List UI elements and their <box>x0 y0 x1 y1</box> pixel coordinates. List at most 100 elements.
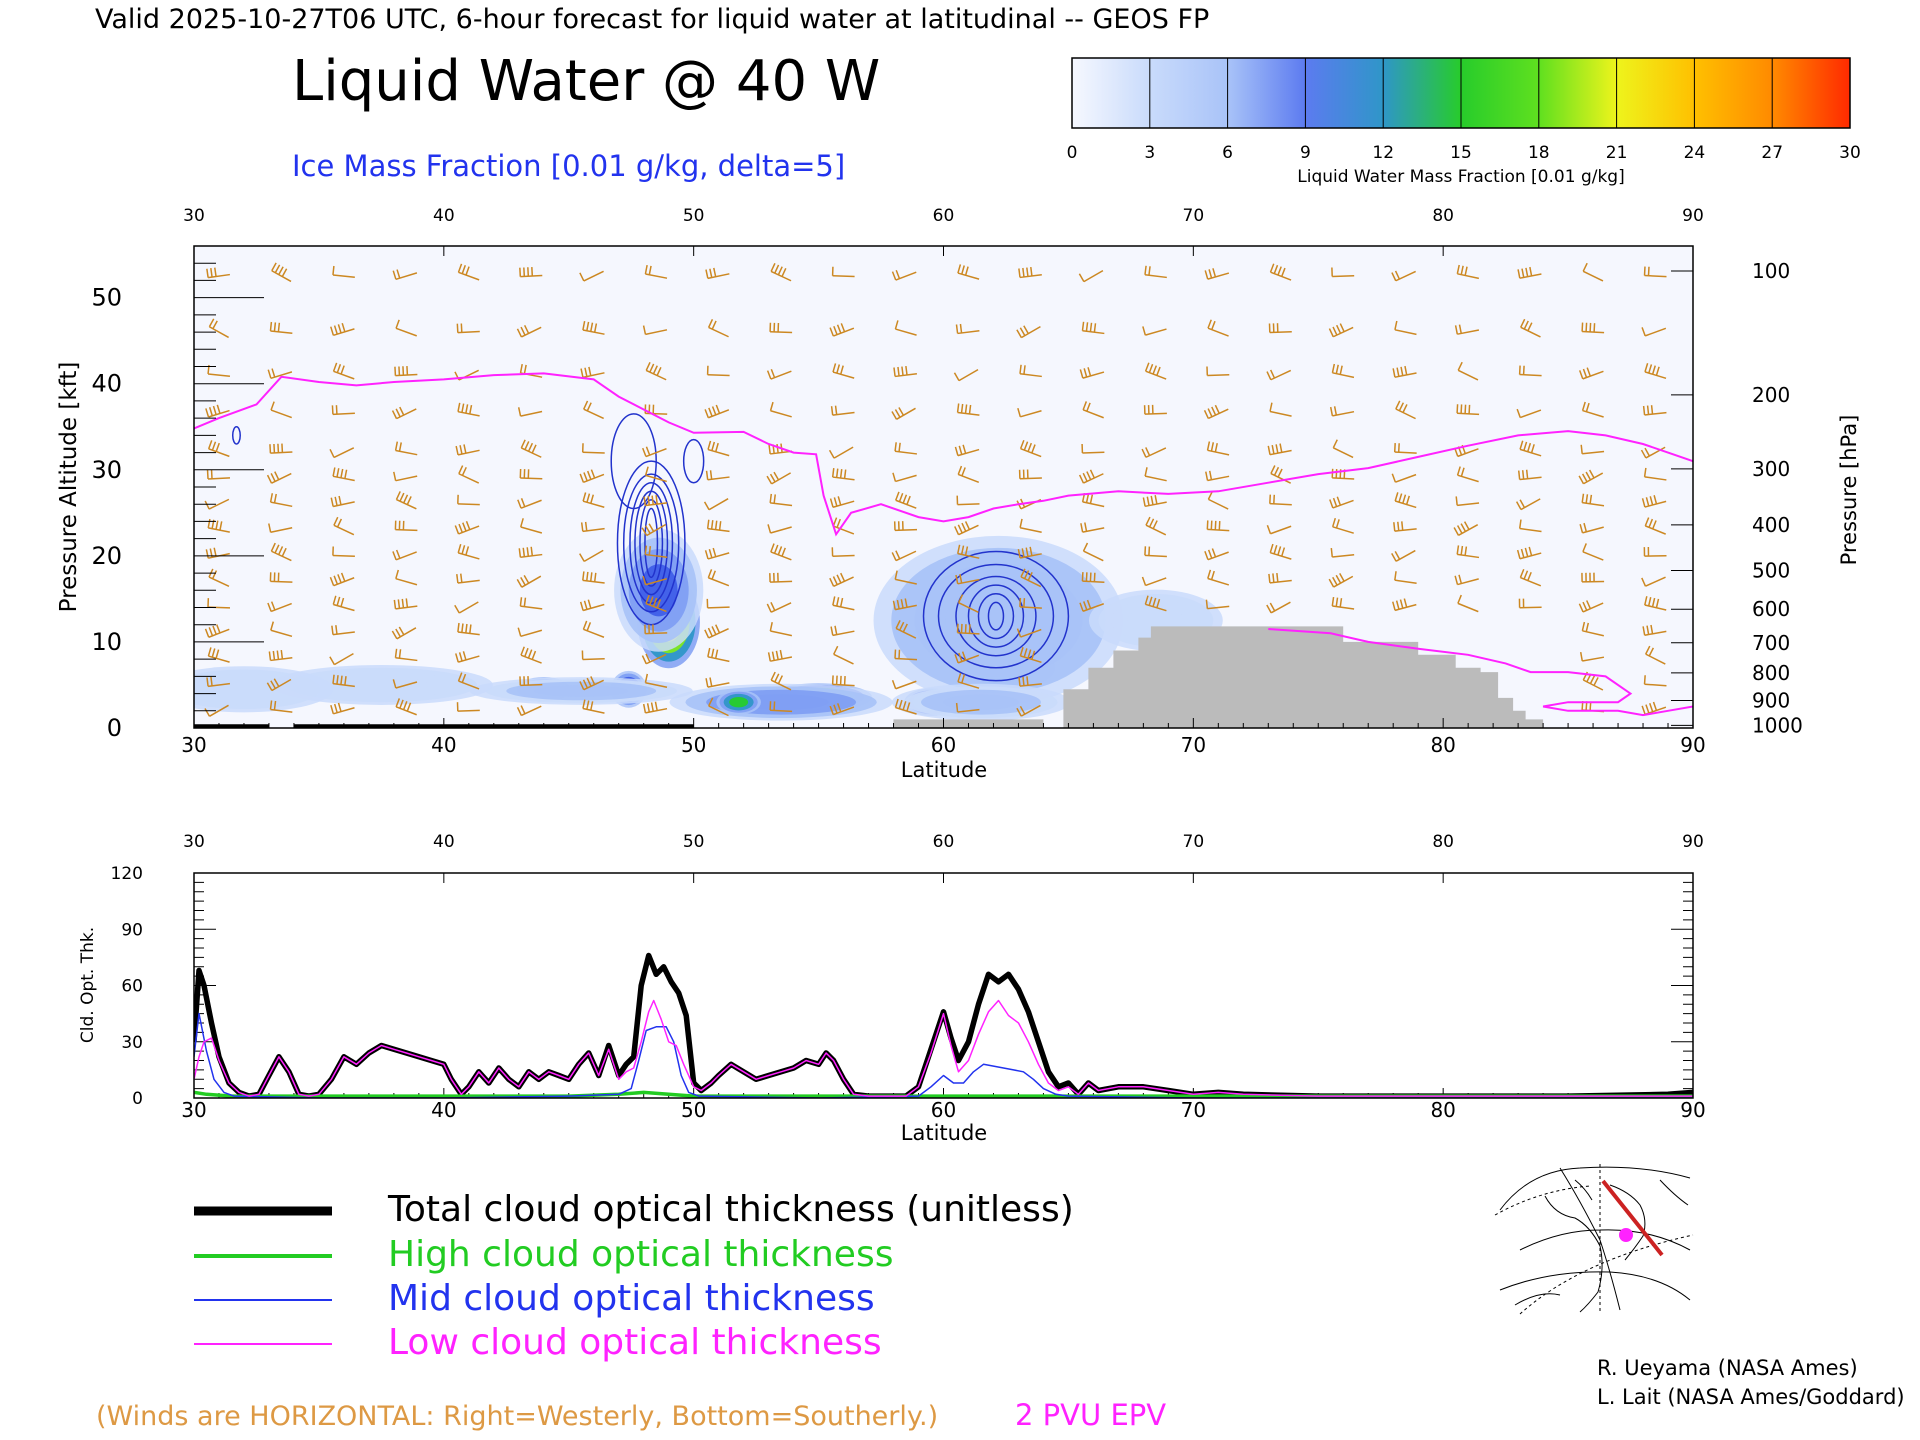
wind-barb-glyph <box>1018 676 1042 687</box>
colorbar-label: Liquid Water Mass Fraction [0.01 g/kg] <box>1297 167 1624 187</box>
wind-barb-flag <box>1589 675 1596 684</box>
wind-barb-flag <box>655 495 658 505</box>
wind-barb <box>769 572 793 583</box>
wind-barb-flag <box>524 647 529 657</box>
wind-barb-flag <box>1144 467 1148 477</box>
wind-barb-glyph <box>1266 601 1291 614</box>
wind-barb <box>641 523 667 537</box>
wind-barb <box>769 322 793 334</box>
wind-barb-shaft <box>1394 603 1417 612</box>
x-tick-label: 60 <box>931 733 956 757</box>
wind-barb-glyph <box>707 647 730 663</box>
wind-barb <box>268 523 293 534</box>
wind-barb-flag <box>1331 517 1337 528</box>
wind-barb-shaft <box>520 526 543 534</box>
wind-barb-glyph <box>1579 522 1604 534</box>
wind-barb-flag <box>1027 442 1033 452</box>
wind-barb-shaft <box>1395 408 1416 420</box>
wind-barb-shaft <box>582 372 605 379</box>
ice-contour <box>987 601 1005 631</box>
wind-barb-shaft <box>1270 601 1291 614</box>
wind-barb-glyph <box>891 550 917 562</box>
wind-barb-glyph <box>642 446 667 458</box>
wind-barb-glyph <box>331 625 355 636</box>
wind-barb-flag <box>1394 270 1401 280</box>
wind-barb-shaft <box>957 708 980 713</box>
wind-barb-flag <box>461 403 465 413</box>
wind-barb-glyph <box>894 698 917 715</box>
wind-barb-flag <box>1269 543 1274 553</box>
wind-barb-glyph <box>644 673 668 689</box>
wind-barb-flag <box>953 372 960 381</box>
wind-barb-flag <box>337 574 342 584</box>
wind-barb-glyph <box>1581 621 1604 637</box>
wind-barb-glyph <box>267 601 292 613</box>
wind-barb-flag <box>641 527 648 536</box>
wind-barb-glyph <box>894 442 918 455</box>
pressure-tick-label: 1000 <box>1752 713 1803 737</box>
wind-barb-flag <box>1339 365 1343 375</box>
wind-barb-flag <box>1145 516 1151 526</box>
wind-barb-shaft <box>1144 274 1167 279</box>
wind-barb <box>580 366 605 379</box>
wind-barb-flag <box>392 270 397 280</box>
wind-barb-flag <box>207 440 213 450</box>
locator-map <box>1494 1164 1694 1315</box>
wind-barb-flag <box>333 516 339 526</box>
wind-barb-flag <box>582 571 585 581</box>
wind-barb-flag <box>586 622 592 632</box>
colorbar-tick-label: 18 <box>1528 143 1550 163</box>
x-tick-label: 50 <box>681 733 706 757</box>
x-tick-label: 30 <box>181 733 206 757</box>
wind-barb-flag <box>1398 493 1403 503</box>
wind-barb-glyph <box>1206 520 1230 532</box>
series-low-line <box>194 999 1693 1097</box>
wind-barb-flag <box>957 594 964 604</box>
wind-barb <box>392 679 418 689</box>
wind-barb <box>1204 268 1230 280</box>
wind-barb-flag <box>832 596 836 606</box>
wind-barb-glyph <box>1331 267 1355 278</box>
wind-barb-shaft <box>1394 451 1417 454</box>
wind-barb-flag <box>1336 496 1342 506</box>
wind-barb-glyph <box>832 363 855 379</box>
wind-barb <box>1517 469 1542 481</box>
wind-barb-flag <box>269 493 274 503</box>
wind-barb-flag <box>1145 447 1151 456</box>
wind-barb-flag <box>954 446 959 456</box>
wind-barb-shaft <box>770 679 792 691</box>
wind-barb-flag <box>1207 569 1212 579</box>
wind-barb-flag <box>336 518 343 528</box>
wind-barb <box>519 676 543 687</box>
wind-barb <box>1018 676 1042 687</box>
wind-barb <box>895 620 917 639</box>
wind-barb-glyph <box>705 267 730 280</box>
wind-barb <box>704 547 730 560</box>
wind-barb-flag <box>711 441 716 451</box>
wind-barb-glyph <box>579 599 605 612</box>
wind-barb-glyph <box>1269 543 1292 560</box>
wind-barb-glyph <box>1520 318 1541 338</box>
wind-barb-flag <box>1031 650 1036 660</box>
wind-barb-flag <box>586 402 592 412</box>
wind-barb-flag <box>1330 548 1334 558</box>
wind-barb <box>955 323 980 335</box>
wind-barb-glyph <box>1143 404 1167 415</box>
wind-barb-glyph <box>644 466 667 483</box>
wind-barb-glyph <box>1144 362 1167 380</box>
wind-barb-glyph <box>1644 596 1667 611</box>
wind-barb <box>1456 404 1480 416</box>
wind-barb-glyph <box>641 523 667 537</box>
wind-barb <box>829 496 855 508</box>
wind-barb-shaft <box>1520 498 1541 511</box>
wind-barb-flag <box>1651 365 1656 375</box>
wind-barb-glyph <box>643 495 668 507</box>
wind-barb-flag <box>1460 467 1465 477</box>
wind-barb-flag <box>266 474 273 484</box>
wind-barb-shaft <box>1457 502 1480 507</box>
wind-barb-flag <box>1582 543 1587 553</box>
wind-barb-flag <box>330 497 334 507</box>
wind-barb-flag <box>649 363 655 373</box>
wind-barb-flag <box>582 321 586 331</box>
wind-barb <box>520 646 542 664</box>
